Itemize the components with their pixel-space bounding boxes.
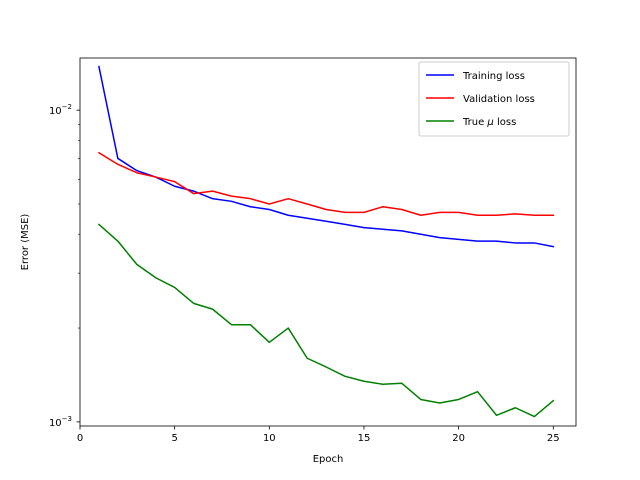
x-tick-label: 10 (263, 433, 276, 444)
legend-label-3: True μ loss (462, 117, 516, 128)
x-axis: 0 5 10 15 20 25 (77, 426, 560, 444)
series-layer (97, 65, 555, 418)
x-tick-label: 25 (547, 433, 560, 444)
y-tick-label: 10−3 (49, 415, 72, 429)
x-tick-label: 20 (452, 433, 465, 444)
legend-box (418, 61, 570, 137)
series-line-3 (97, 223, 555, 418)
series-line-1 (98, 65, 555, 248)
y-axis-label: Error (MSE) (20, 214, 31, 271)
x-tick-label: 5 (171, 433, 177, 444)
plot-frame (79, 57, 577, 427)
series-line-2 (97, 151, 555, 217)
y-axis: 10−3 10−2 (49, 103, 80, 429)
legend-label-1: Training loss (462, 71, 525, 82)
legend: Training loss Validation loss True μ loss (418, 61, 570, 137)
x-tick-label: 0 (77, 433, 83, 444)
x-axis-label: Epoch (313, 454, 344, 465)
y-tick-label: 10−2 (49, 103, 72, 117)
x-tick-label: 15 (358, 433, 371, 444)
legend-label-2: Validation loss (463, 94, 535, 105)
